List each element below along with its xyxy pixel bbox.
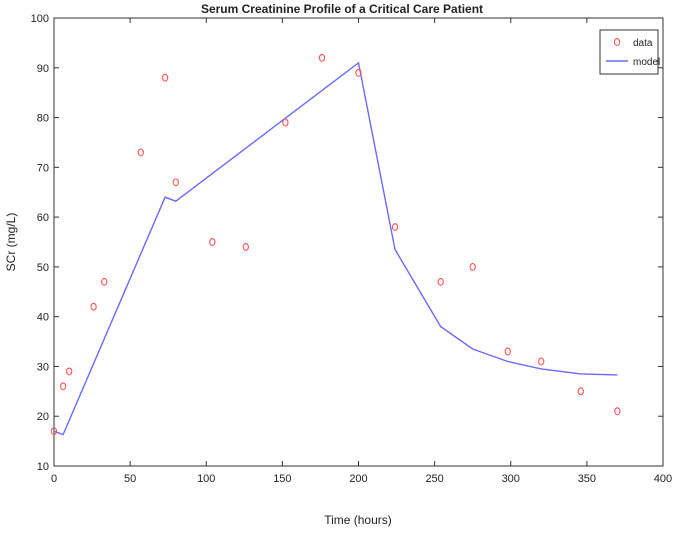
- legend-box: [599, 29, 659, 75]
- data-point: [614, 407, 621, 416]
- data-point: [50, 427, 58, 436]
- y-tick-label: 80: [37, 113, 49, 125]
- y-tick-label: 100: [31, 13, 49, 25]
- x-tick-label: 100: [197, 473, 215, 485]
- model-series: [53, 61, 618, 436]
- x-tick-label: 300: [502, 473, 520, 485]
- y-tick-label: 20: [37, 411, 49, 423]
- y-axis-label: SCr (mg/L): [4, 213, 18, 272]
- data-point: [437, 277, 444, 286]
- data-point: [282, 118, 289, 127]
- legend: data model: [599, 29, 660, 75]
- y-tick-label: 40: [37, 312, 49, 324]
- legend-label: data: [633, 38, 653, 49]
- data-series: [50, 53, 621, 436]
- data-point: [66, 367, 73, 376]
- x-axis-label: Time (hours): [324, 513, 392, 527]
- data-point: [538, 357, 545, 366]
- data-point: [469, 262, 476, 271]
- x-axis-ticks: 0 50 100 150 200 250 300 350 400: [51, 18, 672, 485]
- legend-label: model: [633, 57, 660, 68]
- x-tick-label: 400: [654, 473, 672, 485]
- chart-title: Serum Creatinine Profile of a Critical C…: [201, 2, 483, 16]
- x-tick-label: 0: [51, 473, 57, 485]
- data-point: [504, 347, 511, 356]
- data-point: [161, 73, 169, 82]
- data-point: [59, 382, 67, 391]
- x-tick-label: 150: [273, 473, 291, 485]
- data-point: [137, 148, 144, 157]
- data-point: [90, 302, 97, 311]
- x-tick-label: 50: [124, 473, 136, 485]
- data-point: [318, 53, 326, 62]
- y-tick-label: 70: [37, 162, 49, 174]
- data-point: [355, 68, 362, 77]
- data-point: [242, 243, 249, 251]
- y-tick-label: 10: [37, 461, 49, 473]
- model-line: [53, 61, 618, 436]
- y-tick-label: 90: [37, 63, 49, 75]
- y-axis-ticks: 10 20 30 40 50 60 70 80 90 100: [31, 13, 663, 473]
- y-tick-label: 50: [37, 262, 49, 274]
- x-tick-label: 200: [349, 473, 367, 485]
- data-point: [391, 223, 399, 232]
- legend-swatch-marker: [613, 38, 621, 46]
- data-point: [577, 387, 584, 396]
- data-point: [209, 238, 216, 246]
- x-tick-label: 350: [578, 473, 596, 485]
- y-tick-label: 30: [37, 361, 49, 373]
- data-point: [172, 178, 179, 187]
- y-tick-label: 60: [37, 212, 49, 224]
- data-point: [101, 277, 108, 286]
- x-tick-label: 250: [425, 473, 443, 485]
